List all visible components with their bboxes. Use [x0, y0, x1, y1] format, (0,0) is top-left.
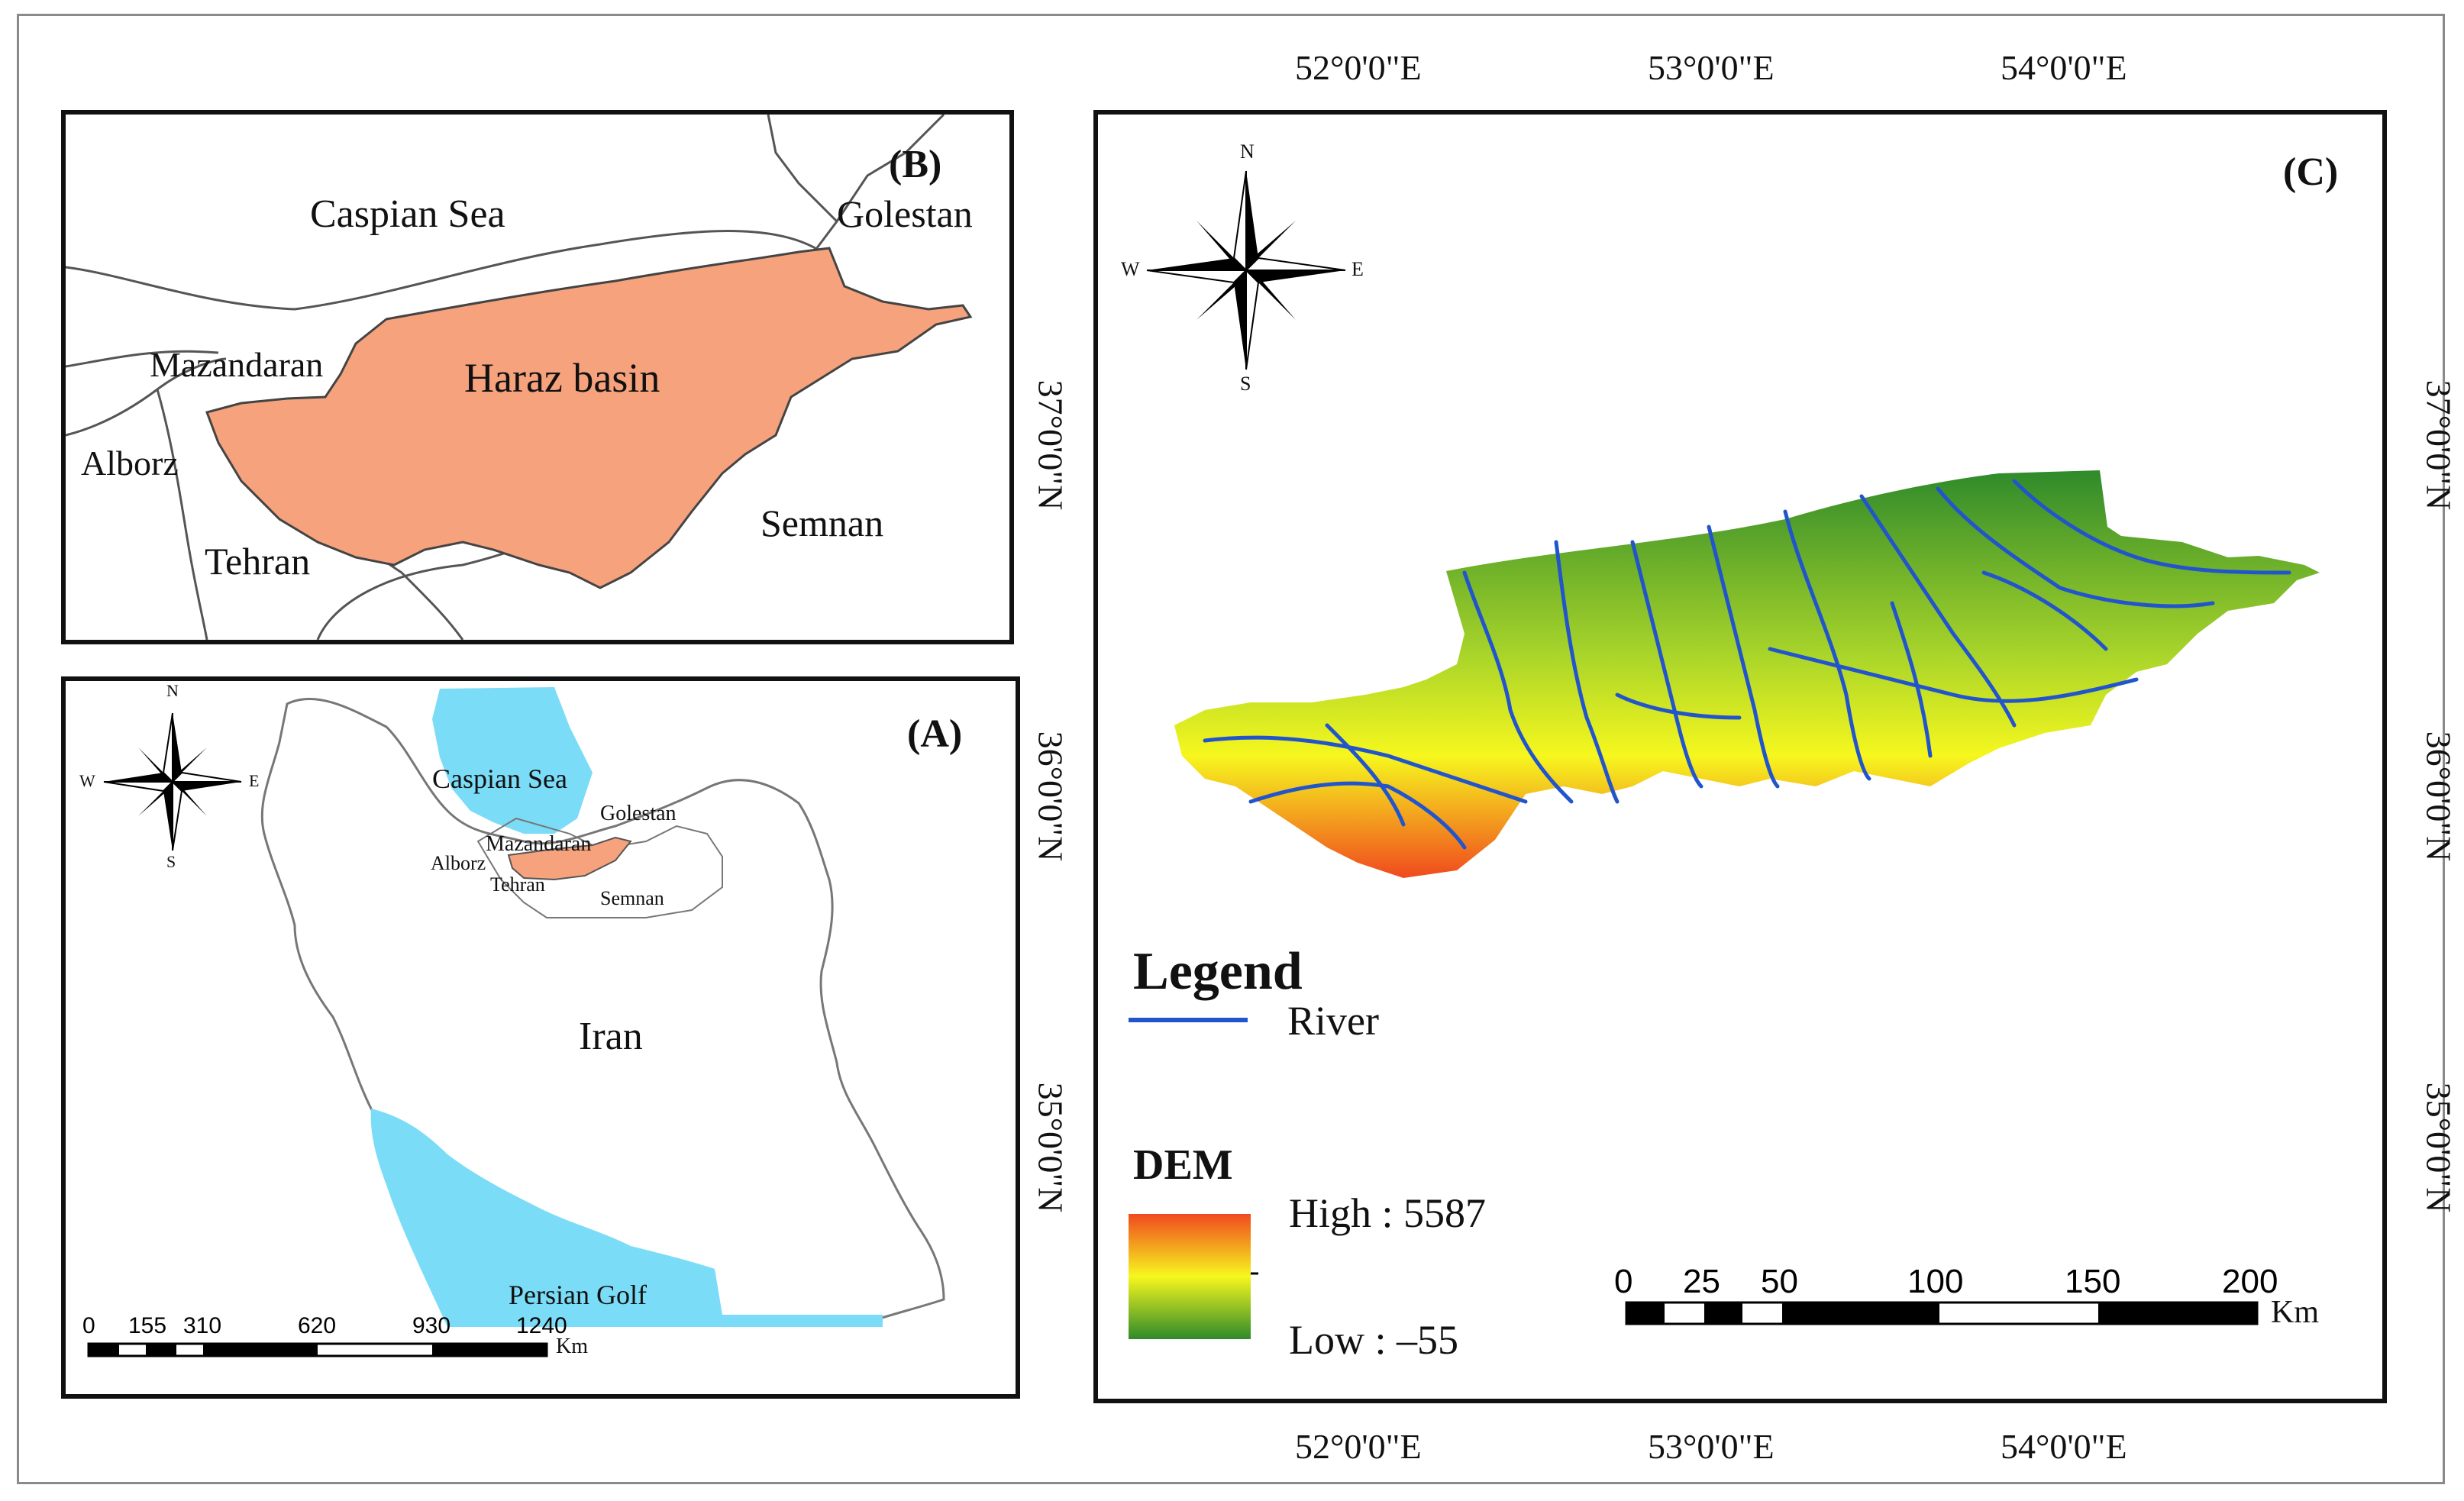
scale-c-tick: 50: [1761, 1263, 1798, 1300]
river-network: [1203, 479, 2291, 850]
scale-a-tick: 930: [412, 1313, 451, 1338]
caspian-sea-water: [432, 687, 593, 834]
scale-a-tick: 1240: [516, 1313, 567, 1338]
scale-c-tick: 200: [2222, 1263, 2278, 1300]
panel-b-regional-map: (B) Caspian Sea Golestan Mazandaran Hara…: [61, 110, 1014, 644]
graticule-left-label: 35°0'0"N: [1031, 1082, 1071, 1213]
scale-a-unit: Km: [556, 1335, 588, 1358]
scale-c-tick: 0: [1614, 1263, 1633, 1300]
compass-a-w: W: [79, 771, 95, 790]
panel-b-id: (B): [889, 143, 942, 186]
graticule-bottom-label: 53°0'0"E: [1648, 1427, 1775, 1466]
panel-a-iran-map: (A) N S E W Caspian Sea Golestan Mazanda…: [61, 676, 1020, 1399]
label-tehran: Tehran: [205, 540, 311, 583]
scale-c-tick: 25: [1683, 1263, 1720, 1300]
graticule-left-label: 36°0'0"N: [1031, 731, 1071, 862]
compass-a-s: S: [166, 852, 176, 871]
label-a-caspian-sea: Caspian Sea: [432, 763, 567, 794]
basin-shape-haraz-mini: [507, 836, 632, 881]
scale-bar-c: [1625, 1301, 2259, 1325]
legend-river-label: River: [1287, 998, 1379, 1044]
caspian-coastline: [66, 230, 822, 311]
compass-c-s: S: [1240, 373, 1251, 395]
graticule-right-label: 37°0'0"N: [2419, 379, 2459, 511]
graticule-top-label: 53°0'0"E: [1648, 48, 1775, 87]
label-a-alborz: Alborz: [431, 852, 486, 874]
persian-gulf-water: [370, 1109, 883, 1327]
scale-c-unit: Km: [2271, 1295, 2319, 1330]
compass-a-n: N: [166, 681, 179, 700]
graticule-right-label: 36°0'0"N: [2419, 731, 2459, 862]
label-a-tehran: Tehran: [490, 873, 545, 896]
graticule-bottom-label: 54°0'0"E: [2001, 1427, 2127, 1466]
province-outlines: [476, 817, 723, 918]
legend-dem-ramp: [1129, 1214, 1251, 1339]
label-persian-golf: Persian Golf: [509, 1280, 647, 1310]
label-iran: Iran: [579, 1015, 643, 1058]
compass-c-e: E: [1351, 258, 1364, 280]
scale-c-tick: 150: [2065, 1263, 2121, 1300]
label-caspian-sea: Caspian Sea: [310, 192, 505, 236]
legend-dem-high: High : 5587: [1289, 1190, 1487, 1236]
legend-dem-low: Low : –55: [1289, 1317, 1458, 1363]
panel-c-id: (C): [2283, 150, 2339, 194]
scale-bar-c-ticks: 0 25 50 100 150 200: [1614, 1263, 2301, 1301]
label-a-golestan: Golestan: [600, 802, 677, 825]
label-alborz: Alborz: [81, 444, 179, 483]
basin-shape-haraz: [205, 247, 973, 589]
graticule-right-label: 35°0'0"N: [2419, 1082, 2459, 1213]
panel-a-map-canvas: [87, 687, 945, 1357]
legend-title: Legend: [1133, 942, 1303, 1001]
panel-b-map-canvas: [66, 115, 973, 640]
scale-a-tick: 620: [298, 1313, 337, 1338]
label-a-mazandaran: Mazandaran: [486, 832, 592, 856]
panel-c-map-canvas: [1129, 170, 2320, 1339]
graticule-top-label: 54°0'0"E: [2001, 48, 2127, 87]
compass-c-w: W: [1121, 258, 1140, 280]
compass-a-e: E: [249, 771, 260, 790]
panel-a-id: (A): [907, 712, 963, 756]
graticule-left-label: 37°0'0"N: [1031, 379, 1071, 511]
scale-a-tick: 310: [183, 1313, 222, 1338]
label-golestan: Golestan: [837, 192, 973, 235]
scale-a-tick: 0: [82, 1313, 95, 1338]
label-a-semnan: Semnan: [600, 887, 664, 909]
legend-dem-title: DEM: [1133, 1141, 1233, 1189]
label-semnan: Semnan: [761, 502, 884, 544]
compass-c-n: N: [1240, 140, 1255, 163]
scale-c-tick: 100: [1907, 1263, 1964, 1300]
label-mazandaran: Mazandaran: [150, 345, 324, 384]
scale-bar-a-ticks: 0 155 310 620 930 1240: [82, 1313, 693, 1341]
compass-rose-icon: [1146, 170, 1346, 370]
compass-rose-icon: [103, 712, 242, 851]
scale-a-tick: 155: [128, 1313, 167, 1338]
label-haraz-basin: Haraz basin: [464, 355, 660, 401]
iran-outline: [260, 697, 945, 1324]
graticule-bottom-label: 52°0'0"E: [1295, 1427, 1422, 1466]
panel-c-dem-map: (C) N S E W Legend River DEM High : 5587…: [1093, 110, 2387, 1403]
graticule-top-label: 52°0'0"E: [1295, 48, 1422, 87]
province-boundary-golestan: [767, 115, 945, 253]
scale-bar-a: [87, 1342, 548, 1357]
